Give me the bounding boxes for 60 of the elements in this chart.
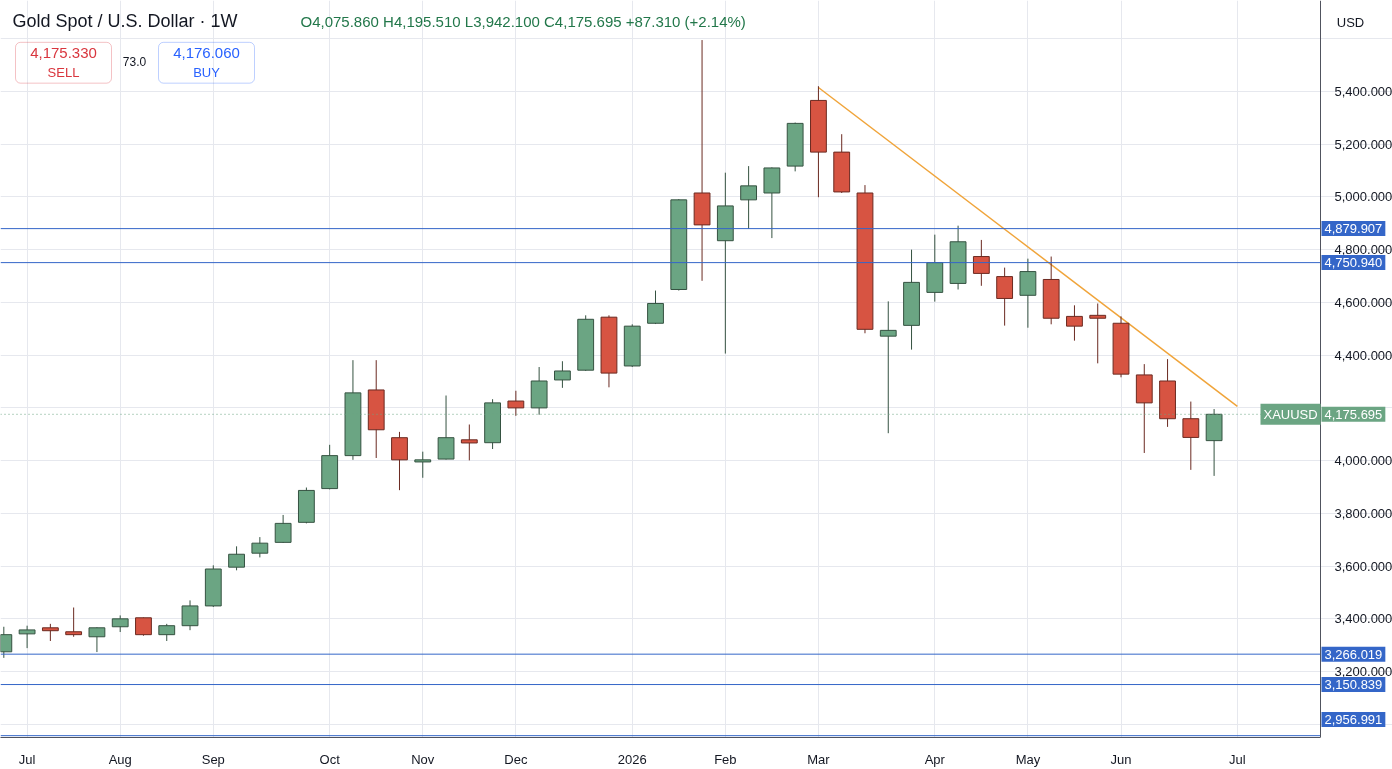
ref-line-label: 4,879.907 [1324, 221, 1383, 237]
y-tick-label: 5,000.000 [1334, 189, 1392, 205]
y-tick-label: 4,800.000 [1334, 242, 1392, 258]
annotation: SELL [47, 64, 80, 80]
annotation: 4,175.330 [30, 44, 97, 62]
ref-line-label: 3,150.839 [1324, 677, 1383, 693]
candlestick [554, 360, 571, 389]
candlestick [647, 290, 664, 325]
ref-line-label: 4,175.695 [1324, 406, 1383, 422]
ref-line-label: 2,956.991 [1324, 712, 1383, 728]
candlestick [65, 607, 83, 638]
x-tick-label: Apr [924, 751, 946, 767]
x-tick-label: 2026 [617, 751, 647, 767]
candlestick [274, 514, 292, 544]
candlestick [391, 431, 408, 491]
x-tick-label: Nov [411, 751, 435, 767]
text: O4,075.860 H4,195.510 L3,942.100 C4,175.695 +87.310 (+2.14%) [300, 12, 746, 30]
candlestick [1089, 302, 1107, 364]
candlestick [996, 267, 1014, 327]
candlestick [740, 165, 758, 230]
candlestick [228, 545, 245, 571]
x-tick-label: Aug [108, 751, 132, 767]
candlestick [251, 536, 269, 558]
candlestick [460, 424, 478, 461]
ref-line-label: 4,750.940 [1324, 255, 1383, 271]
x-tick-label: Oct [319, 751, 341, 767]
x-tick-label: May [1015, 751, 1041, 767]
candlestick [414, 451, 432, 479]
y-tick-label: 4,600.000 [1334, 294, 1392, 310]
y-tick-label: 3,800.000 [1334, 505, 1392, 521]
candlestick [972, 239, 990, 287]
x-tick-label: Jul [18, 751, 36, 767]
candlestick [507, 390, 525, 417]
candlestick [135, 617, 152, 637]
annotation: BUY [193, 64, 221, 80]
candlestick [1066, 304, 1083, 342]
y-tick-label: 3,400.000 [1334, 611, 1392, 627]
x-tick-label: Dec [504, 751, 528, 767]
x-tick-label: Sep [201, 751, 225, 767]
annotation: XAUUSD [1263, 406, 1318, 422]
y-tick-label: 5,400.000 [1334, 83, 1392, 99]
y-tick-label: 4,000.000 [1334, 453, 1392, 469]
candlestick [1019, 258, 1037, 329]
candlestick [18, 625, 36, 649]
candlestick [88, 626, 106, 653]
ref-line-label: 3,266.019 [1324, 646, 1383, 662]
candlestick [181, 599, 199, 631]
annotation: 73.0 [122, 54, 147, 69]
x-tick-label: Mar [807, 751, 831, 767]
y-tick-label: 5,200.000 [1334, 136, 1392, 152]
annotation: 4,176.060 [173, 44, 240, 62]
text: USD [1336, 14, 1365, 30]
y-tick-label: 3,200.000 [1334, 664, 1392, 680]
x-tick-label: Feb [714, 751, 737, 767]
candlestick [1182, 401, 1200, 471]
y-tick-label: 3,600.000 [1334, 558, 1392, 574]
text: Gold Spot / U.S. Dollar · 1W [12, 11, 238, 32]
y-tick-label: 4,400.000 [1334, 347, 1392, 363]
x-tick-label: Jul [1229, 751, 1246, 767]
x-tick-label: Jun [1110, 751, 1132, 767]
